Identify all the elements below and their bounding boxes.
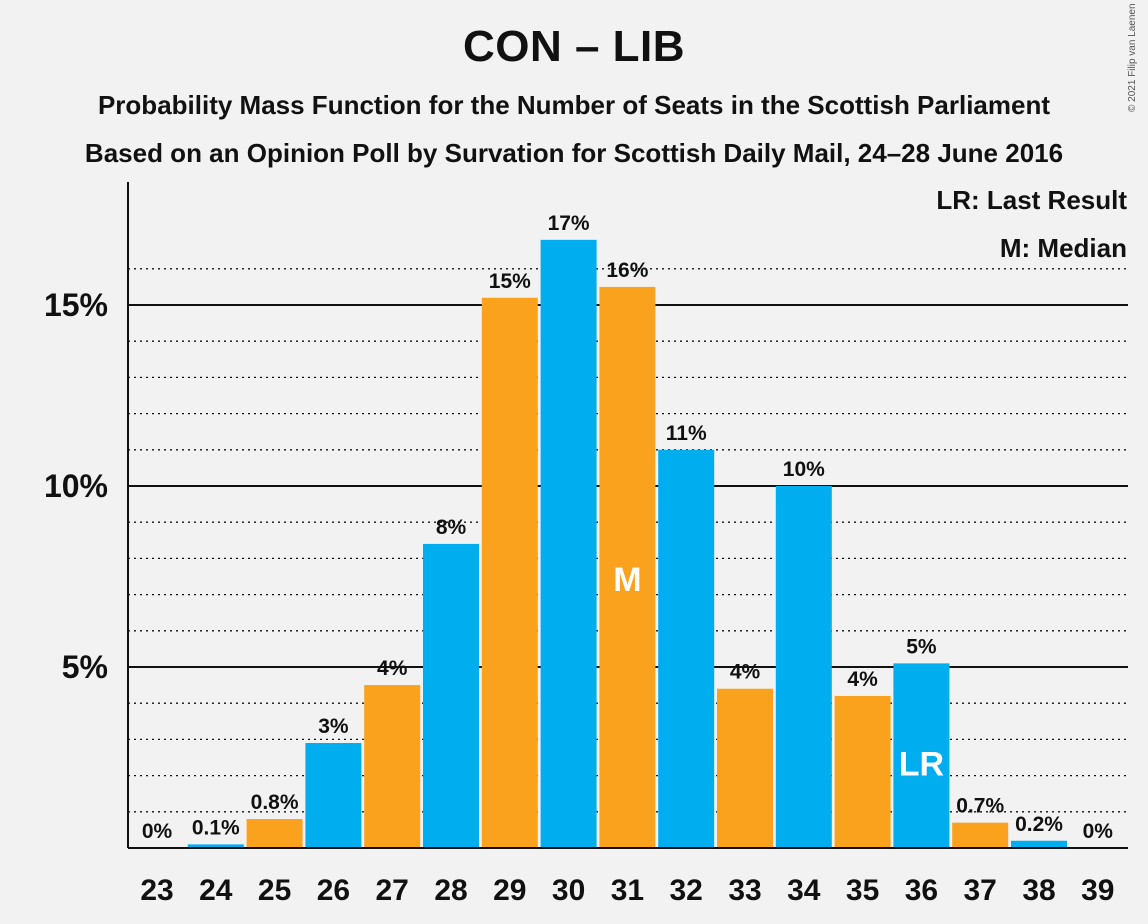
bar-seat-24 bbox=[187, 844, 244, 848]
data-label-seat-35: 4% bbox=[847, 668, 878, 691]
data-label-seat-30: 17% bbox=[548, 212, 590, 235]
chart-subtitle: Probability Mass Function for the Number… bbox=[97, 90, 1051, 120]
data-label-seat-39: 0% bbox=[1083, 820, 1114, 843]
x-tick-label: 27 bbox=[376, 874, 409, 907]
x-tick-label: 23 bbox=[140, 874, 173, 907]
data-labels: 0% 0.1% 0.8% 3% 4% 8% 15% 17% 16% M 11% 4% 10% 4% 5% LR… bbox=[142, 212, 1113, 843]
x-tick-label: 36 bbox=[905, 874, 938, 907]
data-label-seat-32: 11% bbox=[666, 422, 707, 445]
chart-source-line: Based on an Opinion Poll by Survation fo… bbox=[84, 138, 1064, 168]
x-tick-label: 32 bbox=[670, 874, 703, 907]
data-label-seat-36: 5% bbox=[906, 635, 937, 658]
legend-median: M: Median bbox=[1000, 233, 1127, 263]
chart-title: CON – LIB bbox=[462, 22, 686, 71]
bar-seat-30 bbox=[540, 239, 597, 849]
data-label-seat-26: 3% bbox=[318, 715, 349, 738]
bar-seat-26 bbox=[305, 743, 362, 848]
x-tick-label: 37 bbox=[964, 874, 997, 907]
data-label-seat-27: 4% bbox=[377, 657, 408, 680]
axes: 5% 10% 15% 23 24 25 26 27 28 29 30 31 32 33 34 35 36 37 38… bbox=[44, 182, 1128, 907]
x-tick-label: 38 bbox=[1022, 874, 1055, 907]
x-tick-label: 31 bbox=[611, 874, 644, 907]
bars bbox=[187, 239, 1067, 849]
median-marker: M bbox=[613, 561, 641, 599]
x-tick-label: 34 bbox=[787, 874, 821, 907]
y-tick-label: 5% bbox=[62, 649, 108, 685]
bar-seat-27 bbox=[364, 685, 421, 848]
bar-seat-31 bbox=[599, 286, 656, 848]
x-tick-label: 26 bbox=[317, 874, 350, 907]
bar-seat-36 bbox=[893, 663, 950, 848]
bar-seat-34 bbox=[775, 486, 832, 848]
data-label-seat-38: 0.2% bbox=[1015, 813, 1063, 836]
data-label-seat-37: 0.7% bbox=[956, 795, 1004, 818]
x-tick-label: 29 bbox=[493, 874, 526, 907]
x-tick-label: 35 bbox=[846, 874, 879, 907]
data-label-seat-33: 4% bbox=[730, 661, 761, 684]
data-label-seat-31: 16% bbox=[606, 259, 648, 282]
data-label-seat-34: 10% bbox=[783, 458, 825, 481]
bar-seat-25 bbox=[246, 819, 303, 848]
data-label-seat-28: 8% bbox=[436, 516, 467, 539]
last-result-marker: LR bbox=[899, 746, 944, 784]
x-tick-label: 28 bbox=[434, 874, 467, 907]
x-tick-label: 24 bbox=[199, 874, 233, 907]
bar-seat-38 bbox=[1011, 840, 1067, 848]
x-tick-label: 39 bbox=[1081, 874, 1114, 907]
bar-seat-28 bbox=[423, 543, 479, 848]
legend-last-result: LR: Last Result bbox=[936, 185, 1127, 215]
bar-seat-33 bbox=[717, 688, 773, 848]
bar-seat-29 bbox=[481, 297, 538, 848]
data-label-seat-23: 0% bbox=[142, 820, 173, 843]
x-tick-label: 33 bbox=[728, 874, 761, 907]
y-tick-label: 10% bbox=[44, 468, 108, 504]
x-tick-label: 25 bbox=[258, 874, 291, 907]
data-label-seat-24: 0.1% bbox=[192, 816, 240, 839]
bar-seat-37 bbox=[952, 822, 1009, 848]
bar-seat-35 bbox=[834, 695, 891, 848]
x-tick-label: 30 bbox=[552, 874, 585, 907]
data-label-seat-25: 0.8% bbox=[251, 791, 299, 814]
data-label-seat-29: 15% bbox=[489, 270, 531, 293]
bar-seat-32 bbox=[658, 449, 715, 848]
y-tick-label: 15% bbox=[44, 287, 108, 323]
